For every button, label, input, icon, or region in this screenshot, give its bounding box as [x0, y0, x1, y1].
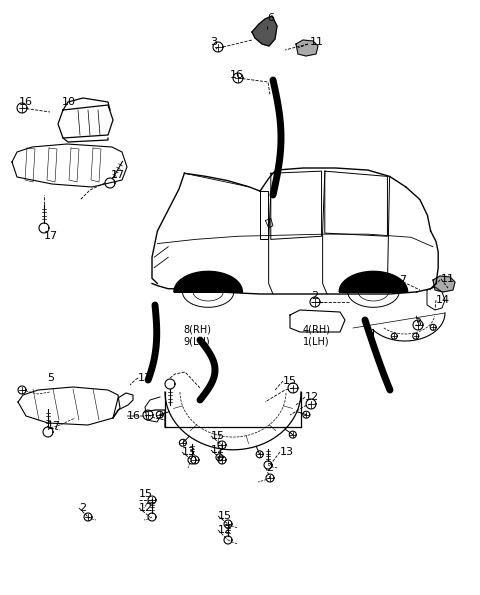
Text: 9(LH): 9(LH): [183, 336, 210, 346]
Text: 12: 12: [218, 525, 232, 535]
Text: 6: 6: [267, 13, 274, 23]
Text: 15: 15: [211, 431, 225, 441]
Text: 2: 2: [266, 463, 273, 473]
Text: 10: 10: [62, 97, 76, 107]
Text: 3: 3: [210, 37, 217, 47]
Text: 1(LH): 1(LH): [303, 336, 330, 346]
Text: 8(RH): 8(RH): [183, 325, 211, 335]
Text: 14: 14: [436, 295, 450, 305]
Text: 16: 16: [127, 411, 141, 421]
Text: 12: 12: [211, 445, 225, 455]
Text: 13: 13: [280, 447, 294, 457]
Text: 2: 2: [79, 503, 86, 513]
Text: 12: 12: [139, 503, 153, 513]
Text: 11: 11: [310, 37, 324, 47]
Text: 16: 16: [19, 97, 33, 107]
Polygon shape: [296, 40, 318, 56]
Text: 3: 3: [414, 318, 421, 328]
Text: 15: 15: [218, 511, 232, 521]
Text: 4(RH): 4(RH): [303, 325, 331, 335]
Polygon shape: [339, 271, 408, 292]
Text: 17: 17: [47, 421, 61, 431]
Text: 5: 5: [47, 373, 54, 383]
Text: 2: 2: [311, 291, 318, 301]
Text: 7: 7: [399, 275, 406, 285]
Text: 11: 11: [441, 274, 455, 284]
Polygon shape: [433, 276, 455, 292]
Text: 15: 15: [283, 376, 297, 386]
Text: 17: 17: [138, 373, 152, 383]
Polygon shape: [252, 16, 277, 46]
Text: 17: 17: [44, 231, 58, 241]
Text: 16: 16: [230, 70, 244, 80]
Text: 15: 15: [139, 489, 153, 499]
Text: 13: 13: [182, 447, 196, 457]
Text: 17: 17: [111, 170, 125, 180]
Polygon shape: [174, 271, 242, 292]
Text: 12: 12: [305, 392, 319, 402]
